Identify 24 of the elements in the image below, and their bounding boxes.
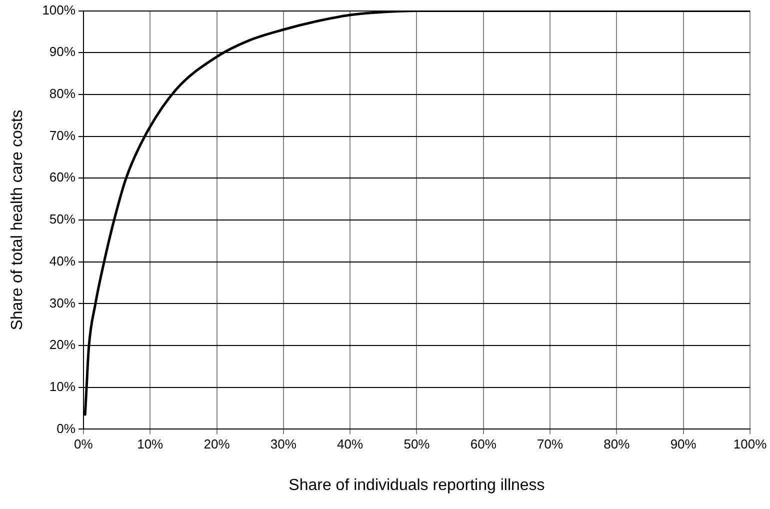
y-tick-label: 40% — [49, 253, 76, 268]
y-tick-label: 70% — [49, 128, 76, 143]
y-tick-label: 30% — [49, 295, 76, 310]
x-tick-label: 90% — [670, 436, 697, 452]
x-axis-title: Share of individuals reporting illness — [288, 476, 545, 494]
y-tick-label: 10% — [49, 378, 76, 394]
y-tick-label: 50% — [49, 212, 76, 227]
x-tick-label: 30% — [270, 436, 297, 452]
y-axis-title: Share of total health care costs — [9, 110, 26, 330]
y-tick-label: 60% — [49, 170, 76, 185]
x-tick-label: 70% — [537, 436, 564, 452]
y-tick-label: 80% — [49, 86, 76, 102]
x-tick-label: 60% — [470, 436, 497, 452]
y-tick-label: 100% — [42, 2, 76, 18]
y-tick-label: 90% — [49, 44, 76, 60]
x-tick-label: 50% — [404, 436, 430, 452]
y-tick-label: 0% — [56, 420, 76, 436]
x-tick-label: 80% — [604, 436, 630, 452]
x-tick-label: 10% — [137, 436, 164, 452]
y-tick-label: 20% — [49, 337, 76, 352]
x-tick-label: 100% — [733, 436, 768, 452]
x-tick-label: 20% — [204, 436, 230, 452]
x-tick-label: 0% — [74, 436, 94, 452]
x-tick-label: 40% — [337, 436, 364, 452]
